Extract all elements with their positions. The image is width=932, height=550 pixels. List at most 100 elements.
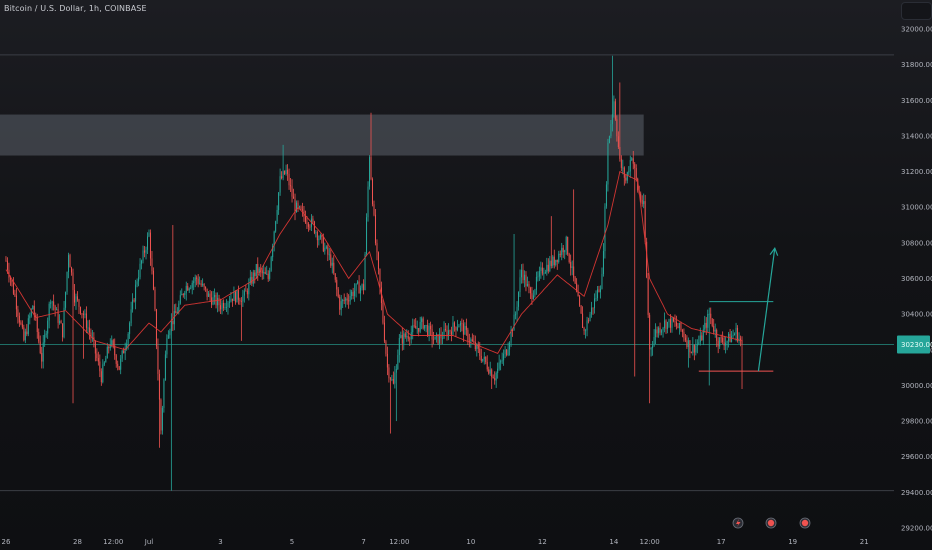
time-tick-label: 12:00 (389, 538, 409, 546)
candle-body (133, 299, 135, 302)
candle-body (144, 250, 146, 253)
candle-body (118, 366, 120, 370)
candle-body (388, 367, 390, 379)
candle-body (328, 254, 330, 256)
candle-body (142, 250, 144, 261)
candle-body (170, 320, 172, 332)
candle-body (720, 337, 722, 339)
candle-body (200, 283, 202, 286)
candle-body (282, 170, 284, 179)
candle-body (671, 317, 673, 328)
candle-body (361, 284, 363, 288)
candle-body (17, 309, 19, 316)
candle-body (270, 257, 272, 271)
candle-body (553, 256, 555, 266)
candle-body (99, 361, 101, 372)
candle-body (90, 332, 92, 338)
candle-body (164, 354, 166, 381)
candle-body (199, 283, 201, 285)
candle-body (202, 283, 204, 286)
candle-body (419, 321, 421, 332)
time-tick-label: 3 (218, 538, 222, 546)
symbol-title: Bitcoin / U.S. Dollar, 1h, COINBASE (4, 4, 147, 13)
candle-body (641, 199, 643, 205)
candle-body (428, 325, 430, 336)
candle-body (616, 119, 618, 137)
candle-body (424, 325, 426, 329)
candle-body (349, 296, 351, 302)
candle-body (628, 171, 630, 173)
candle-body (504, 349, 506, 354)
candle-body (197, 278, 199, 284)
candle-body (465, 325, 467, 330)
candle-body (379, 268, 381, 288)
candle-body (319, 235, 321, 239)
candle-body (425, 325, 427, 326)
candle-body (102, 364, 104, 383)
candle-body (622, 167, 624, 169)
candle-body (537, 276, 539, 278)
candle-body (169, 331, 171, 336)
time-axis[interactable]: 26 28 12:00 Jul 3 5 7 12:00 10 12 14 12:00 17 19 21 (1, 538, 868, 546)
candle-body (646, 241, 648, 278)
candle-body (76, 296, 78, 300)
time-tick-label: 26 (1, 538, 10, 546)
candle-body (179, 295, 181, 304)
candle-body (468, 340, 470, 342)
candle-body (711, 318, 713, 326)
candle-body (240, 301, 242, 302)
candle-body (354, 290, 356, 296)
candle-body (398, 337, 400, 356)
candle-body (595, 298, 597, 299)
candle-body (431, 329, 433, 340)
candle-body (433, 339, 435, 341)
candle-body (157, 346, 159, 374)
candle-body (223, 302, 224, 309)
candle-body (145, 249, 147, 253)
candle-body (386, 353, 388, 368)
candle-body (546, 264, 548, 273)
candle-body (24, 331, 26, 341)
candle-body (421, 318, 423, 322)
candle-body (220, 305, 222, 310)
candle-body (544, 272, 546, 274)
price-tick-label: 29800.00 (901, 418, 932, 426)
candle-body (363, 284, 365, 291)
candle-body (149, 232, 151, 259)
candle-body (577, 291, 579, 297)
candle-body (693, 344, 695, 353)
candle-body (462, 323, 464, 335)
price-tick-label: 31000.00 (901, 204, 932, 212)
candle-body (705, 322, 707, 328)
candle-body (450, 331, 452, 335)
candle-body (494, 378, 496, 381)
candle-body (686, 340, 688, 348)
candle-body (541, 267, 543, 274)
candle-body (351, 291, 353, 297)
candle-body (704, 322, 706, 330)
candle-body (491, 369, 493, 377)
price-axis[interactable]: 32000.00 31800.00 31600.00 31400.00 31200.00… (897, 26, 932, 533)
candle-body (132, 299, 134, 310)
time-tick-label: Jul (144, 538, 154, 546)
candle-body (306, 222, 308, 224)
candle-body (427, 325, 429, 336)
candle-body (443, 328, 445, 339)
candle-body (60, 321, 62, 324)
chart-settings-button[interactable] (901, 2, 932, 20)
candle-body (269, 270, 271, 279)
candle-body (333, 262, 335, 274)
candle-body (599, 288, 601, 293)
candle-body (63, 307, 65, 338)
candle-body (340, 301, 342, 310)
candle-body (735, 327, 737, 335)
resistance-zone-layer (0, 114, 644, 156)
candle-body (741, 340, 743, 345)
candle-body (439, 334, 441, 344)
candle-body (51, 301, 53, 303)
candle-body (285, 169, 287, 175)
candle-body (604, 206, 606, 252)
candle-body (124, 348, 126, 354)
candle-body (464, 325, 466, 335)
